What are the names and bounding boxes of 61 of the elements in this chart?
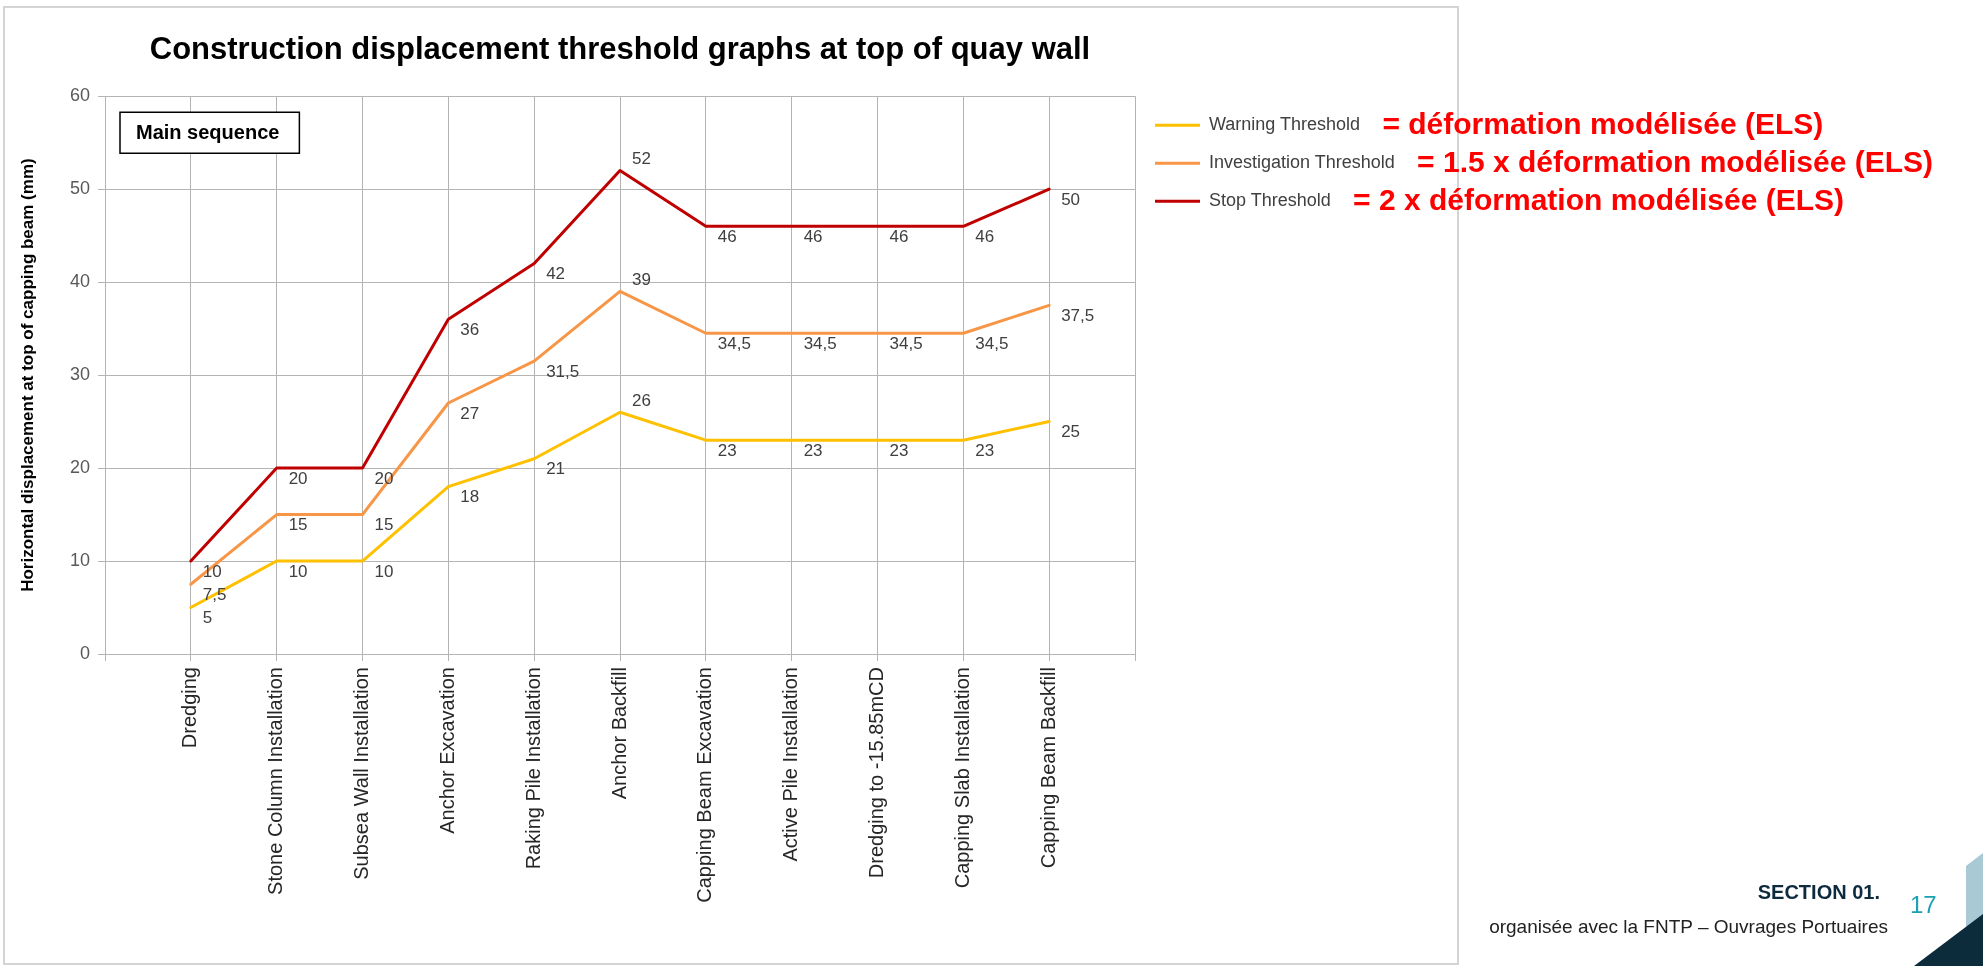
data-label: 23 [889, 440, 909, 460]
chart-title: Construction displacement threshold graphs at top of quay wall [149, 31, 1091, 67]
data-label: 34,5 [889, 333, 923, 353]
data-label: 20 [288, 468, 308, 488]
data-label: 10 [374, 561, 394, 581]
y-tick-label: 0 [79, 642, 90, 663]
text: 17 [1910, 890, 1937, 918]
y-tick-label: 60 [69, 85, 90, 106]
x-tick-label: Capping Beam Backfill [1036, 667, 1059, 869]
data-label: 10 [288, 561, 308, 581]
legend-label: Investigation Threshold [1209, 152, 1395, 173]
data-label: 23 [717, 440, 737, 460]
data-label: 18 [460, 487, 480, 507]
data-label: 25 [1061, 422, 1081, 442]
data-label: 46 [717, 227, 737, 247]
x-tick-label: Capping Slab Installation [950, 667, 973, 889]
data-label: 46 [803, 227, 823, 247]
x-tick-label: Dredging to -15.85mCD [865, 667, 888, 879]
data-label: 31,5 [546, 361, 580, 381]
data-label: 34,5 [803, 333, 837, 353]
y-tick-label: 40 [69, 271, 90, 292]
data-label: 50 [1061, 189, 1081, 209]
text: = 2 x déformation modélisée (ELS) [1353, 183, 1845, 217]
legend-label: Warning Threshold [1209, 114, 1361, 135]
x-tick-label: Stone Column Installation [264, 667, 287, 895]
text: = 1.5 x déformation modélisée (ELS) [1417, 145, 1934, 179]
x-tick-label: Active Pile Installation [779, 667, 802, 862]
data-label: 46 [889, 227, 909, 247]
data-label: 39 [632, 270, 651, 290]
legend-label: Stop Threshold [1209, 190, 1331, 211]
x-tick-label: Anchor Excavation [435, 667, 458, 834]
data-label: 37,5 [1061, 306, 1095, 326]
data-label: 23 [803, 440, 823, 460]
data-label: 26 [632, 390, 651, 410]
x-tick-label: Raking Pile Installation [521, 667, 544, 870]
data-label: 15 [374, 515, 394, 535]
data-label: 27 [460, 403, 480, 423]
data-label: 15 [288, 515, 308, 535]
data-label: 5 [202, 608, 213, 628]
text: SECTION 01. [1757, 880, 1880, 903]
data-label: 34,5 [717, 333, 751, 353]
x-tick-label: Capping Beam Excavation [693, 667, 716, 903]
data-label: 36 [460, 320, 480, 340]
y-axis-title: Horizontal displacement at top of capping beam (mm) [17, 158, 37, 592]
data-label: 10 [202, 561, 222, 581]
data-label: 52 [632, 149, 651, 169]
annotation: Main sequence [136, 121, 280, 144]
data-label: 23 [975, 440, 995, 460]
x-tick-label: Subsea Wall Installation [350, 667, 373, 880]
y-tick-label: 30 [69, 364, 90, 385]
text: organisée avec la FNTP – Ouvrages Portuaires [1489, 916, 1888, 938]
text: = déformation modélisée (ELS) [1382, 107, 1824, 141]
x-tick-label: Dredging [178, 667, 201, 749]
data-label: 21 [546, 459, 566, 479]
x-tick-label: Anchor Backfill [607, 667, 630, 800]
y-tick-label: 20 [69, 457, 90, 478]
y-tick-label: 50 [69, 178, 90, 199]
data-label: 42 [546, 264, 566, 284]
y-tick-label: 10 [69, 550, 90, 570]
data-label: 46 [975, 227, 995, 247]
data-label: 34,5 [975, 333, 1009, 353]
